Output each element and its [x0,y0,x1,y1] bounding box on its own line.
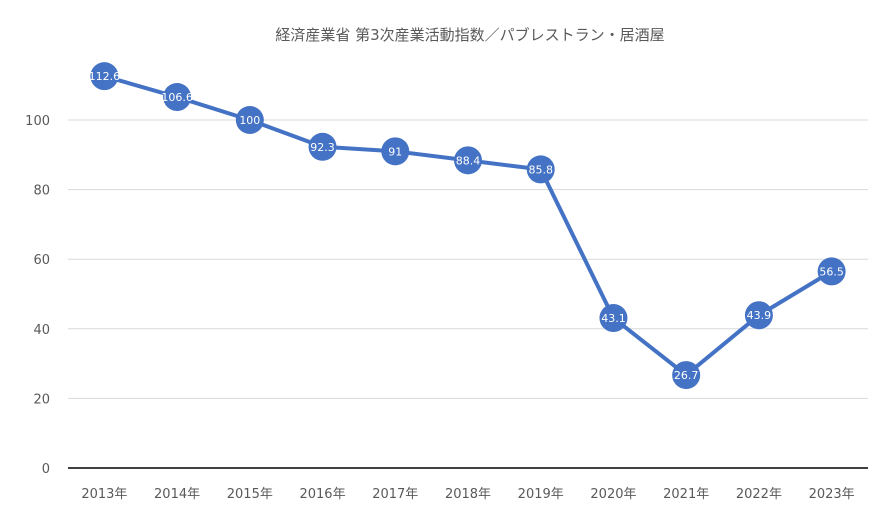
data-point-marker [90,62,119,91]
data-label: 85.8 [528,163,553,176]
data-label: 43.1 [601,312,626,325]
y-tick-label: 20 [33,392,50,407]
y-tick-label: 0 [42,462,50,477]
data-label: 100 [239,114,260,127]
x-tick-label: 2023年 [809,487,855,502]
data-point-marker [454,146,482,175]
data-point-marker [744,301,773,330]
x-tick-label: 2013年 [81,487,127,502]
data-label: 112.6 [89,70,121,83]
x-tick-label: 2017年 [372,487,418,502]
data-label: 56.5 [819,265,844,278]
y-tick-label: 40 [33,323,50,338]
x-tick-label: 2016年 [299,487,345,502]
x-tick-label: 2015年 [227,487,273,502]
y-tick-label: 100 [25,114,50,129]
series-line [103,74,833,378]
data-point-marker [163,83,192,112]
x-tick-label: 2014年 [154,487,200,502]
data-point-marker [381,137,410,166]
data-point-marker [526,155,555,184]
x-tick-label: 2019年 [518,487,564,502]
x-tick-label: 2020年 [590,487,636,502]
data-label: 106.6 [161,91,193,104]
data-point-marker [817,257,846,286]
data-point-marker [599,304,628,333]
data-label: 92.3 [310,141,335,154]
data-point-marker [672,361,701,390]
data-point-marker [235,106,264,134]
y-tick-label: 80 [33,184,50,199]
x-tick-label: 2022年 [736,487,782,502]
x-tick-label: 2021年 [663,487,709,502]
data-label: 88.4 [456,154,481,167]
x-tick-label: 2018年 [445,487,491,502]
data-label: 91 [388,145,402,158]
data-label: 26.7 [674,369,699,382]
data-label: 43.9 [747,309,772,322]
chart-title: 経済産業省 第3次産業活動指数／パブレストラン・居酒屋 [275,26,664,44]
data-point-marker [308,132,337,161]
y-tick-label: 60 [33,253,50,268]
